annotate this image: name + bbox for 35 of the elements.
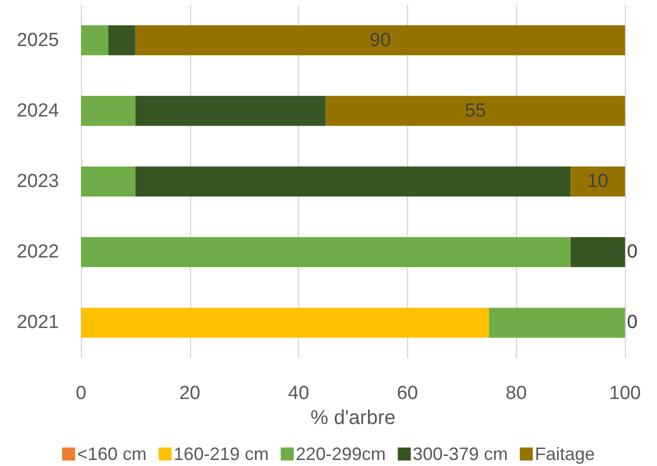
bar xyxy=(81,308,489,338)
bar xyxy=(81,96,136,126)
bar xyxy=(108,25,136,56)
data-label: 55 xyxy=(464,100,486,122)
y-tick-label: 2022 xyxy=(16,242,59,263)
legend-label: <160 cm xyxy=(77,444,147,464)
bar xyxy=(570,166,625,196)
x-axis-title: % d'arbre xyxy=(310,406,396,429)
bar xyxy=(570,237,625,268)
legend-label: 300-379 cm xyxy=(412,444,508,464)
bar xyxy=(135,166,571,196)
bar xyxy=(135,25,625,56)
y-tick-label: 2023 xyxy=(16,171,59,192)
legend-label: 220-299cm xyxy=(296,444,386,464)
bar xyxy=(81,166,136,196)
data-label: 0 xyxy=(627,312,638,334)
x-tick-label: 20 xyxy=(179,383,200,404)
data-label: 10 xyxy=(587,171,608,192)
y-tick-label: 2021 xyxy=(16,312,59,334)
data-label: 0 xyxy=(627,242,638,263)
x-tick-label: 80 xyxy=(506,383,527,404)
bar xyxy=(81,25,108,56)
y-tick-label: 2025 xyxy=(16,30,59,51)
y-tick-label: 2024 xyxy=(16,100,60,122)
bar xyxy=(81,237,571,268)
bar xyxy=(135,96,326,126)
x-tick-label: 0 xyxy=(76,383,86,404)
legend-label: Faitage xyxy=(534,444,595,464)
x-tick-label: 40 xyxy=(288,383,310,404)
data-label: 90 xyxy=(370,30,391,51)
legend-label: 160-219 cm xyxy=(174,444,269,464)
x-tick-label: 60 xyxy=(396,383,418,404)
bar xyxy=(489,308,625,338)
x-tick-label: 100 xyxy=(609,383,641,404)
bar xyxy=(326,96,625,126)
